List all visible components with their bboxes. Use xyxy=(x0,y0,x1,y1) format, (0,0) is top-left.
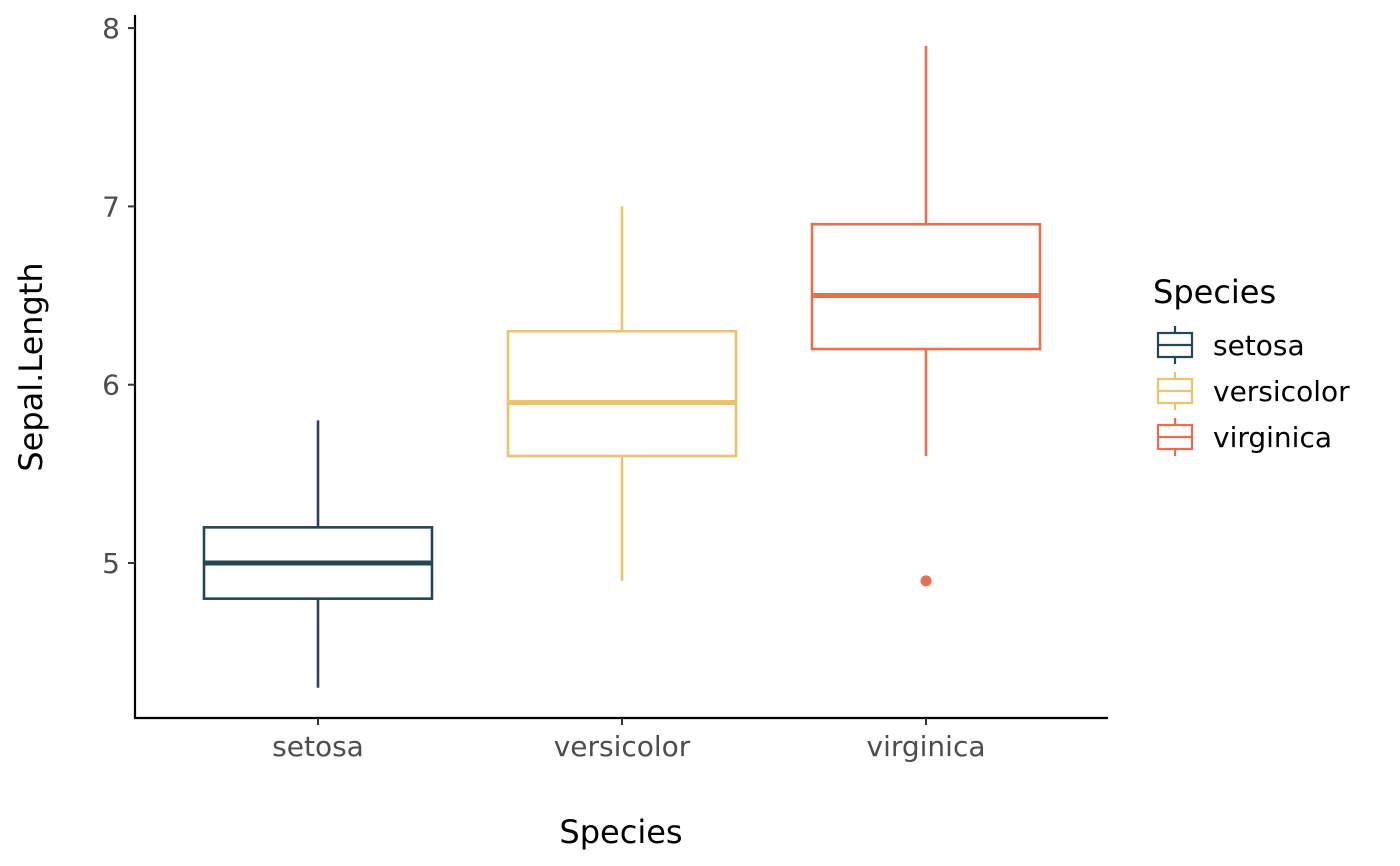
legend: Species setosa versicolor virginica xyxy=(1153,273,1350,456)
outlier-point xyxy=(920,575,932,587)
y-axis-title: Sepal.Length xyxy=(12,262,50,471)
x-tick-label: setosa xyxy=(272,730,364,763)
legend-label: virginica xyxy=(1213,421,1332,454)
box xyxy=(810,222,1042,351)
legend-item-virginica: virginica xyxy=(1156,418,1332,456)
box-group-versicolor xyxy=(506,206,738,581)
x-tick-label: virginica xyxy=(867,730,986,763)
legend-title: Species xyxy=(1153,273,1276,311)
legend-item-versicolor: versicolor xyxy=(1156,372,1350,410)
legend-items: setosa versicolor virginica xyxy=(1156,326,1350,456)
legend-label: setosa xyxy=(1213,329,1305,362)
x-tick-label: versicolor xyxy=(554,730,691,763)
plot-marks xyxy=(202,45,1042,688)
x-ticks: setosa versicolor virginica xyxy=(272,718,986,763)
box-group-setosa xyxy=(202,420,434,688)
legend-item-setosa: setosa xyxy=(1156,326,1305,364)
x-axis-title: Species xyxy=(559,813,682,851)
legend-label: versicolor xyxy=(1213,375,1350,408)
box-group-virginica xyxy=(810,45,1042,587)
y-ticks: 5 6 7 8 xyxy=(102,12,135,580)
y-tick-label: 7 xyxy=(102,190,120,223)
y-tick-label: 5 xyxy=(102,547,120,580)
y-tick-label: 6 xyxy=(102,369,120,402)
box xyxy=(506,329,738,458)
y-tick-label: 8 xyxy=(102,12,120,45)
